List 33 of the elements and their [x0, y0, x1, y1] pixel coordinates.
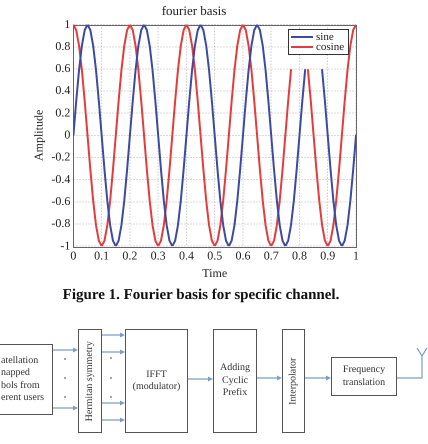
x-tick-label: 0.1: [94, 248, 110, 263]
y-tick-label: -0.4: [51, 172, 70, 186]
y-tick-label: 0: [64, 128, 70, 142]
y-tick-label: -1: [60, 238, 70, 252]
chart-title: fourier basis: [162, 3, 226, 18]
x-tick-label: 0.3: [150, 248, 166, 263]
y-tick-label: -0.6: [51, 194, 70, 208]
x-tick-label: 0.5: [207, 248, 222, 263]
x-tick-label: 0.9: [320, 248, 336, 263]
x-tick-label: 1: [353, 248, 359, 263]
x-tick-label: 0.6: [235, 248, 250, 263]
y-tick-label: 0.6: [55, 61, 70, 76]
legend-label: cosine: [316, 40, 344, 53]
process-box: Adding Cyclic Prefix: [213, 329, 257, 433]
process-box: IFFT (modulator): [125, 329, 188, 433]
y-axis-title: Amplitude: [31, 110, 46, 162]
caption: Figure 1. Fourier basis for specific channel.: [62, 286, 340, 304]
process-box: Interpolator: [282, 329, 305, 433]
legend-label: sine: [316, 30, 334, 43]
x-tick-label: 0.2: [122, 248, 138, 263]
process-box: Frequency translation: [331, 357, 397, 396]
x-tick-label: 0.8: [292, 248, 307, 263]
x-tick-label: 0.7: [264, 248, 279, 263]
process-box: atellation napped bols from erent users: [0, 344, 53, 415]
y-tick-label: 1: [64, 16, 70, 31]
y-tick-label: -0.2: [51, 150, 70, 164]
x-tick-label: 0.4: [178, 248, 194, 263]
y-tick-label: 0.8: [55, 38, 70, 53]
y-tick-label: 0.4: [55, 83, 70, 98]
y-tick-label: -0.8: [51, 216, 70, 230]
process-box: Hermitan symmetry: [78, 329, 102, 433]
y-tick-label: 0.2: [55, 105, 70, 120]
x-axis-title: Time: [202, 266, 228, 280]
